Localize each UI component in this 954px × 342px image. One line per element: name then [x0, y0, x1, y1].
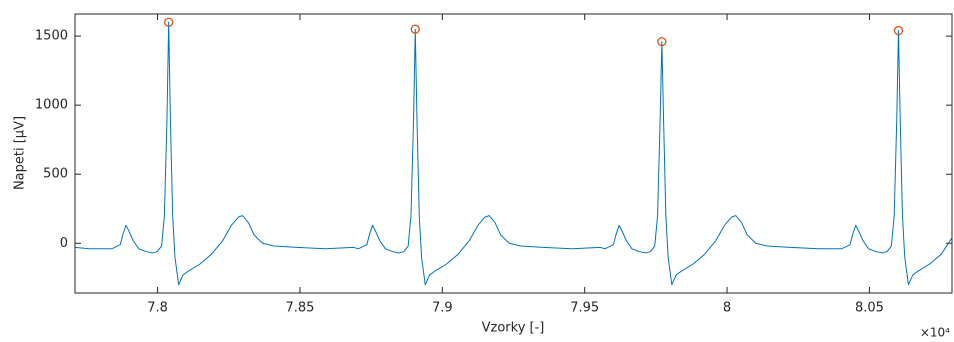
x-axis-label: Vzorky [-]: [482, 321, 545, 336]
x-tick-label: 7.9: [432, 301, 453, 316]
peak-marker: [410, 24, 420, 34]
peak-marker: [164, 17, 174, 27]
peak-marker: [657, 36, 667, 47]
x-tick-label: 7.8: [147, 301, 168, 316]
y-axis-label: Napeti [μV]: [13, 116, 28, 190]
y-tick-label: 1500: [35, 29, 68, 44]
x-tick-label: 7.85: [285, 301, 314, 316]
peak-marker: [893, 25, 904, 36]
y-tick-label: 1000: [35, 98, 68, 113]
y-tick-label: 500: [43, 167, 68, 182]
plot-frame: [74, 13, 953, 294]
signal-line: [74, 21, 953, 286]
x-tick-label: 8: [723, 301, 731, 316]
y-tick-label: 0: [60, 236, 68, 251]
x-tick-label: 8.05: [855, 301, 884, 316]
x-multiplier: ×10⁴: [920, 326, 950, 340]
x-tick-label: 7.95: [570, 301, 599, 316]
